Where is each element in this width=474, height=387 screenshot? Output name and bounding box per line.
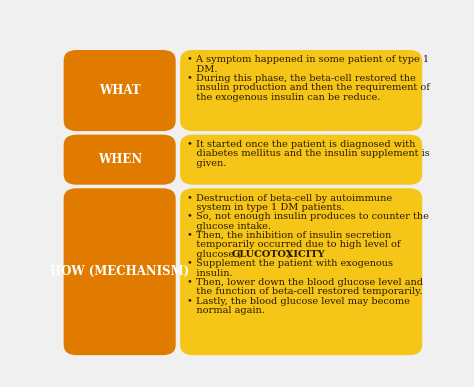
Text: temporarily occurred due to high level of: temporarily occurred due to high level o… xyxy=(187,240,400,250)
Text: DM.: DM. xyxy=(187,65,217,74)
Text: the function of beta-cell restored temporarily.: the function of beta-cell restored tempo… xyxy=(187,287,422,296)
Text: • Destruction of beta-cell by autoimmune: • Destruction of beta-cell by autoimmune xyxy=(187,194,392,203)
Text: insulin.: insulin. xyxy=(187,269,232,277)
Text: normal again.: normal again. xyxy=(187,306,264,315)
Text: glucose (: glucose ( xyxy=(187,250,241,259)
FancyBboxPatch shape xyxy=(64,135,176,185)
Text: • Lastly, the blood glucose level may become: • Lastly, the blood glucose level may be… xyxy=(187,296,410,306)
Text: insulin production and then the requirement of: insulin production and then the requirem… xyxy=(187,84,429,92)
Text: given.: given. xyxy=(187,159,226,168)
FancyBboxPatch shape xyxy=(180,188,422,355)
FancyBboxPatch shape xyxy=(180,135,422,185)
Text: glucose intake.: glucose intake. xyxy=(187,222,271,231)
Text: WHEN: WHEN xyxy=(98,153,142,166)
Text: • Supplement the patient with exogenous: • Supplement the patient with exogenous xyxy=(187,259,393,268)
Text: the exogenous insulin can be reduce.: the exogenous insulin can be reduce. xyxy=(187,93,380,102)
Text: HOW (MECHANISM): HOW (MECHANISM) xyxy=(50,265,189,278)
Text: ).: ). xyxy=(286,250,293,259)
Text: • A symptom happened in some patient of type 1: • A symptom happened in some patient of … xyxy=(187,55,429,64)
Text: WHAT: WHAT xyxy=(99,84,140,97)
Text: • Then, lower down the blood glucose level and: • Then, lower down the blood glucose lev… xyxy=(187,278,423,287)
Text: • So, not enough insulin produces to counter the: • So, not enough insulin produces to cou… xyxy=(187,212,428,221)
Text: • It started once the patient is diagnosed with: • It started once the patient is diagnos… xyxy=(187,140,415,149)
Text: • Then, the inhibition of insulin secretion: • Then, the inhibition of insulin secret… xyxy=(187,231,391,240)
Text: • During this phase, the beta-cell restored the: • During this phase, the beta-cell resto… xyxy=(187,74,416,83)
Text: GLUCOTOXICITY: GLUCOTOXICITY xyxy=(232,250,326,259)
FancyBboxPatch shape xyxy=(64,50,176,131)
FancyBboxPatch shape xyxy=(180,50,422,131)
Text: system in type 1 DM patients.: system in type 1 DM patients. xyxy=(187,203,344,212)
FancyBboxPatch shape xyxy=(64,188,176,355)
Text: diabetes mellitus and the insulin supplement is: diabetes mellitus and the insulin supple… xyxy=(187,149,429,158)
